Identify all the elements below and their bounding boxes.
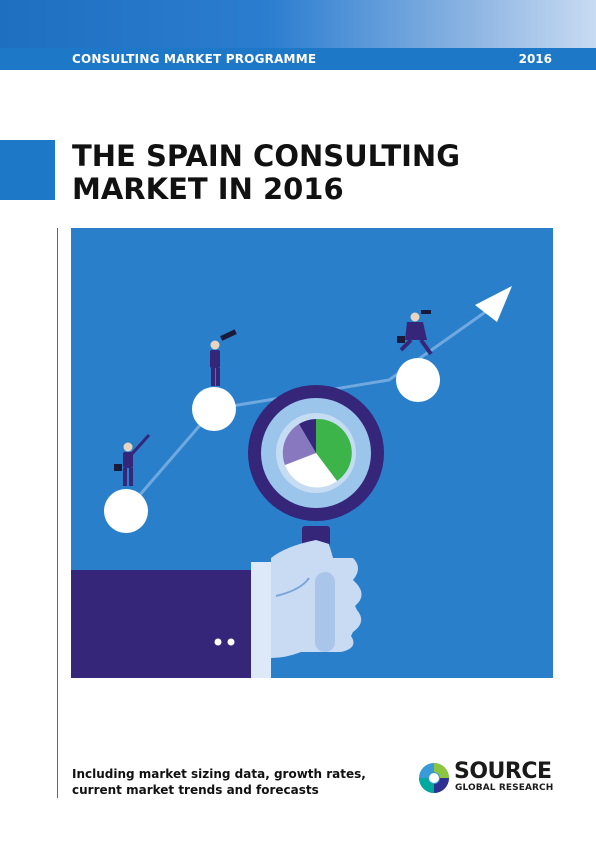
- businessman-figure-3: [397, 310, 433, 356]
- hand-icon: [71, 540, 362, 678]
- programme-label: CONSULTING MARKET PROGRAMME: [72, 52, 317, 66]
- logo-subtitle: GLOBAL RESEARCH: [455, 783, 554, 793]
- milestone-circle-1: [104, 489, 148, 533]
- cover-illustration: [71, 228, 553, 678]
- logo-wordmark: SOURCE: [454, 759, 552, 784]
- arrow-head-icon: [475, 286, 512, 322]
- pie-slice-purple: [282, 424, 316, 465]
- milestone-circle-3: [396, 358, 440, 402]
- telescope-icon: [220, 329, 237, 341]
- side-rule: [57, 228, 58, 798]
- sleeve: [71, 570, 251, 678]
- header-gradient-band: [0, 0, 596, 48]
- pie-slice-navy: [299, 419, 316, 453]
- milestone-circle-2: [192, 387, 236, 431]
- source-logo[interactable]: SOURCE GLOBAL RESEARCH: [418, 760, 558, 796]
- page-title: THE SPAIN CONSULTING MARKET IN 2016: [72, 140, 552, 206]
- title-accent-block: [0, 140, 55, 200]
- pie-slice-white: [285, 453, 337, 488]
- programme-bar: CONSULTING MARKET PROGRAMME 2016: [0, 48, 596, 70]
- pie-slice-green: [316, 418, 352, 481]
- businessman-figure-2: [210, 329, 237, 386]
- tagline-line-1: Including market sizing data, growth rat…: [72, 767, 366, 781]
- swirl-logo-icon: [419, 763, 449, 793]
- title-line-1: THE SPAIN CONSULTING: [72, 139, 461, 173]
- title-line-2: MARKET IN 2016: [72, 172, 344, 206]
- businessman-figure-1: [114, 433, 151, 486]
- tagline-line-2: current market trends and forecasts: [72, 783, 319, 797]
- programme-year: 2016: [518, 52, 552, 66]
- tagline: Including market sizing data, growth rat…: [72, 766, 402, 798]
- magnifier-icon: [248, 385, 384, 576]
